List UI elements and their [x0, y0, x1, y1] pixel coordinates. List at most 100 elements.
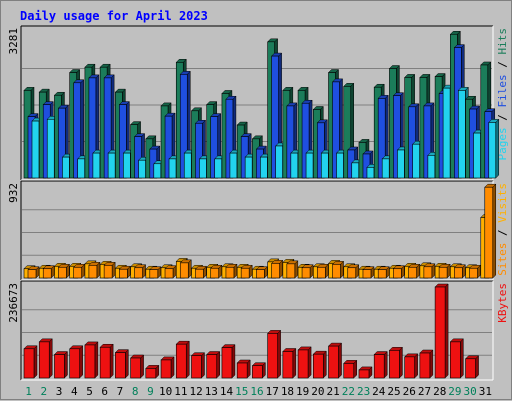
bar-kbytes-day-17: [267, 329, 282, 379]
bar-sites-day-7-front: [119, 268, 128, 279]
bar-pages-day-19-front: [305, 152, 314, 179]
bar-sites-day-27-front: [423, 266, 433, 279]
bar-kbytes-day-23-front: [358, 369, 370, 379]
x-tick-label: 4: [71, 385, 78, 398]
bar-sites-day-20-front: [316, 266, 326, 279]
bar-sites-day-13: [210, 264, 223, 279]
bar-sites-day-23: [362, 266, 375, 279]
bar-files-day-4-front: [73, 82, 81, 179]
legend-item: Files: [496, 74, 509, 107]
bar-sites-day-15: [240, 264, 253, 279]
bar-sites-day-28-front: [438, 266, 448, 279]
bar-kbytes-day-4-front: [69, 348, 80, 379]
bar-files-day-4: [73, 79, 85, 179]
bar-kbytes-day-25-front: [389, 350, 400, 379]
x-tick-label: 11: [174, 385, 187, 398]
bar-sites-day-19: [301, 264, 314, 279]
bar-kbytes-day-26-front: [404, 356, 415, 379]
bar-pages-day-1-front: [31, 120, 40, 179]
bar-kbytes-day-11-front: [175, 343, 187, 379]
bar-kbytes-day-7-front: [115, 352, 126, 379]
bar-kbytes-day-30-front: [465, 358, 476, 379]
bar-sites-day-6-front: [103, 265, 113, 279]
bar-pages-day-3-front: [62, 156, 70, 179]
bar-sites-day-25: [392, 265, 406, 279]
bar-files-day-27-front: [423, 105, 432, 179]
x-tick-label: 28: [433, 385, 446, 398]
bar-kbytes-day-10-side: [170, 356, 175, 379]
bar-kbytes-day-18: [282, 347, 297, 379]
bar-kbytes-day-6-side: [109, 343, 114, 379]
x-tick-label: 31: [479, 385, 492, 398]
bar-sites-day-29-front: [454, 267, 463, 279]
x-tick-label: 29: [448, 385, 461, 398]
x-tick-label: 1: [25, 385, 32, 398]
bar-files-day-3-front: [58, 107, 66, 179]
bar-pages-day-22-front: [351, 162, 360, 179]
bar-pages-day-16-front: [260, 156, 268, 179]
bar-sites-day-6: [103, 261, 116, 279]
x-tick-label: 12: [189, 385, 202, 398]
legend-item: /: [496, 108, 509, 128]
legend-item: /: [496, 223, 509, 243]
bar-kbytes-day-13-front: [206, 354, 218, 379]
bar-sites-day-17-front: [271, 263, 280, 279]
bar-sites-day-21: [331, 260, 345, 279]
bar-pages-day-24-front: [381, 158, 390, 179]
bar-pages-day-17-front: [275, 145, 283, 179]
bar-kbytes-day-26-side: [414, 353, 418, 379]
bar-kbytes-day-8-side: [140, 354, 144, 379]
bar-pages-day-30-front: [473, 132, 481, 179]
bar-kbytes-day-11-side: [186, 340, 190, 379]
x-tick-label: 23: [357, 385, 370, 398]
bar-kbytes-day-5-side: [94, 341, 99, 379]
bar-kbytes-day-20-side: [323, 350, 327, 379]
bar-kbytes-day-24-side: [383, 350, 388, 379]
bar-kbytes-day-9-front: [145, 368, 157, 379]
bar-sites-day-5-front: [88, 265, 98, 279]
bar-sites-day-2-front: [42, 268, 52, 279]
bar-pages-day-5-front: [92, 152, 101, 179]
bar-sites-day-3: [57, 263, 71, 279]
bar-kbytes-day-29: [449, 338, 464, 379]
bar-sites-day-16-front: [256, 269, 265, 279]
bar-kbytes-day-28: [434, 283, 449, 379]
bar-kbytes-day-21-side: [338, 342, 342, 379]
x-tick-label: 26: [403, 385, 416, 398]
bar-kbytes-day-6-front: [99, 346, 111, 379]
bar-sites-day-11-front: [179, 262, 189, 279]
legend-traffic: Pages / Files / Hits: [496, 28, 509, 161]
bar-kbytes-day-20: [312, 350, 327, 379]
bar-kbytes-day-29-front: [450, 341, 461, 379]
bar-kbytes-day-24-front: [373, 354, 385, 379]
bar-files-day-25-front: [393, 95, 401, 179]
legend-item: KBytes: [496, 283, 509, 323]
bar-kbytes-day-3-side: [64, 350, 68, 379]
bar-kbytes-day-13-side: [216, 350, 220, 379]
bar-kbytes-day-25-side: [399, 346, 403, 379]
y-max-label-volume: 236673: [7, 283, 20, 323]
bar-files-day-11-front: [179, 74, 188, 179]
bar-kbytes-day-17-front: [267, 333, 278, 379]
x-tick-label: 9: [147, 385, 154, 398]
bar-kbytes-day-3-front: [54, 354, 65, 379]
bar-sites-day-24-front: [377, 269, 387, 279]
bar-pages-day-2-front: [46, 118, 55, 179]
bar-pages-day-31-front: [488, 122, 497, 179]
bar-files-day-5-front: [88, 77, 97, 179]
bar-sites-day-17: [271, 259, 284, 279]
bar-kbytes-day-16: [251, 362, 266, 379]
legend-item: Sites: [496, 243, 509, 276]
bar-pages-day-21-front: [336, 152, 344, 179]
x-tick-label: 10: [159, 385, 172, 398]
bar-sites-day-10-front: [164, 268, 174, 279]
x-tick-label: 24: [372, 385, 386, 398]
bar-kbytes-day-14-side: [231, 344, 236, 379]
bar-kbytes-day-12: [190, 352, 206, 379]
bar-pages-day-23-front: [366, 167, 375, 179]
bar-kbytes-day-10: [160, 356, 175, 379]
bar-sites-day-22: [347, 264, 360, 279]
bar-kbytes-day-11: [175, 340, 190, 379]
bar-kbytes-day-21: [327, 342, 343, 379]
